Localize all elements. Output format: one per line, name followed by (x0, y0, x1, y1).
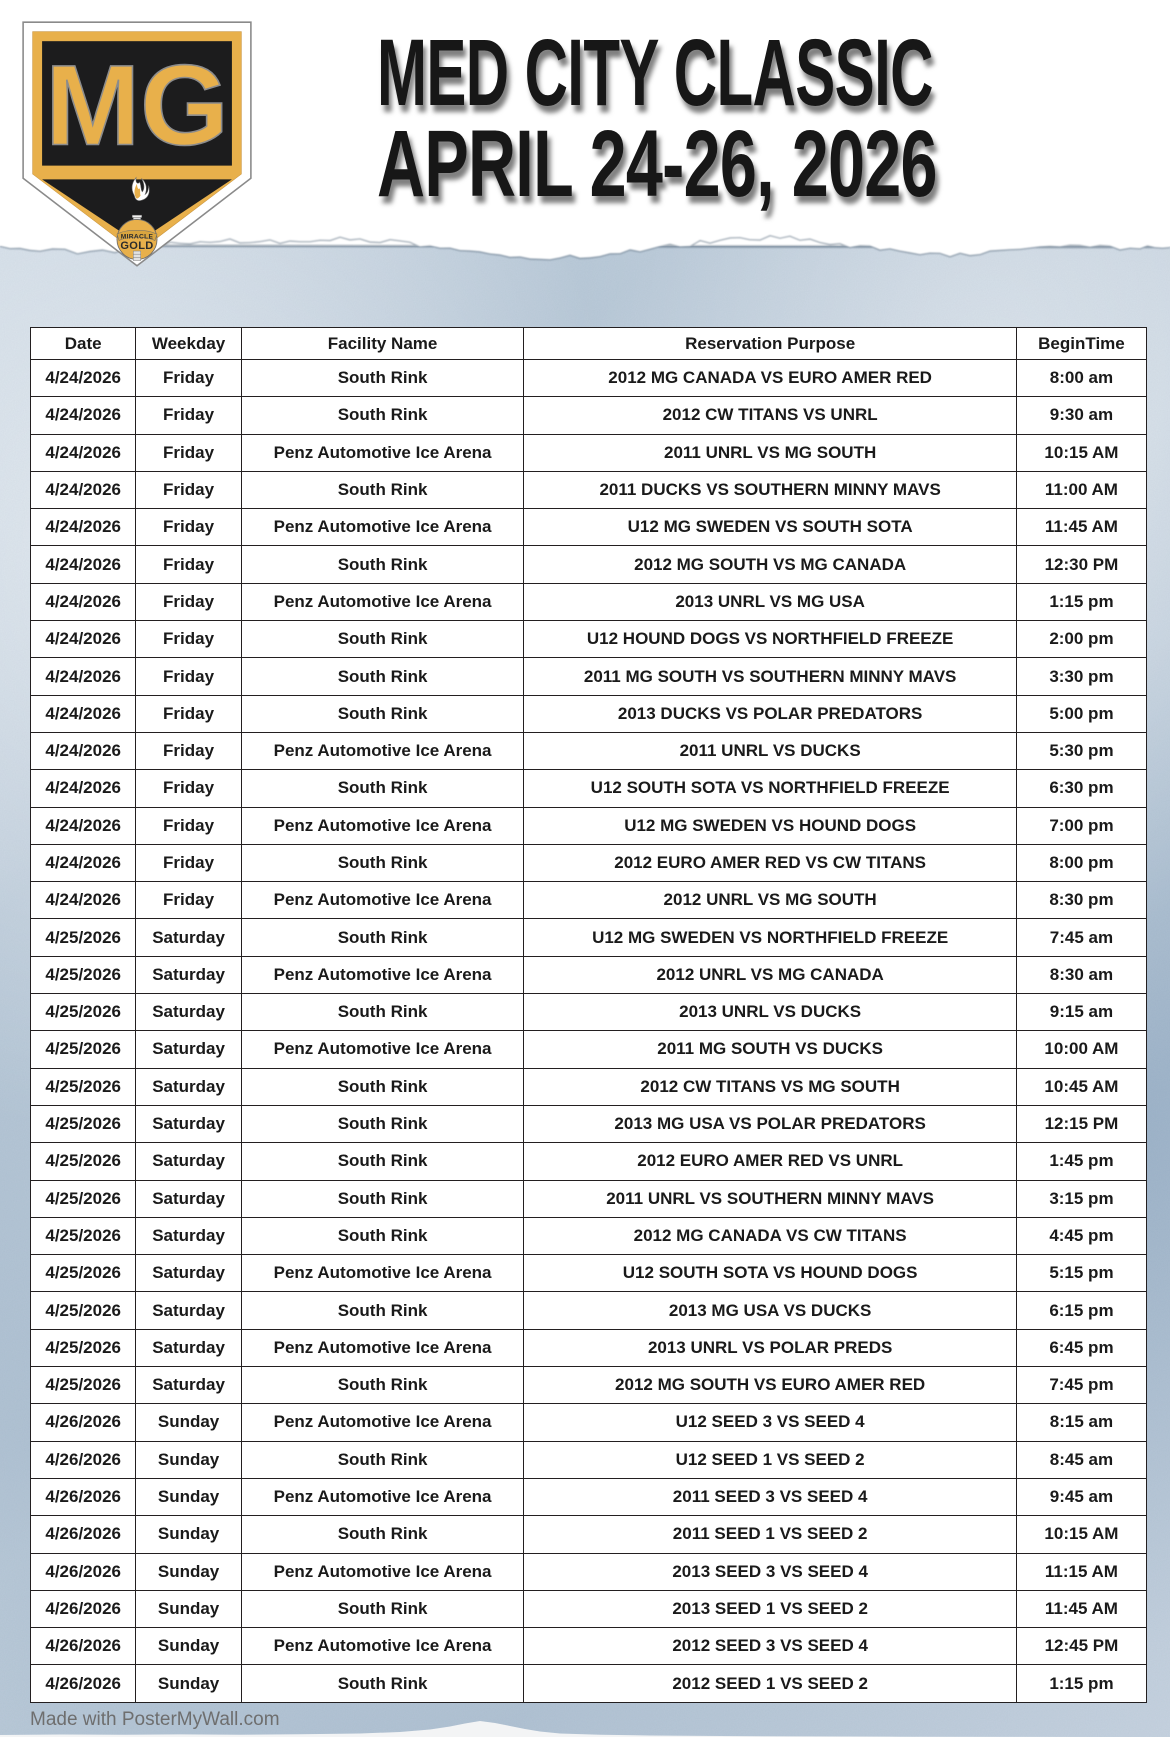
svg-text:GOLD: GOLD (120, 240, 153, 252)
svg-text:MG: MG (45, 43, 228, 170)
